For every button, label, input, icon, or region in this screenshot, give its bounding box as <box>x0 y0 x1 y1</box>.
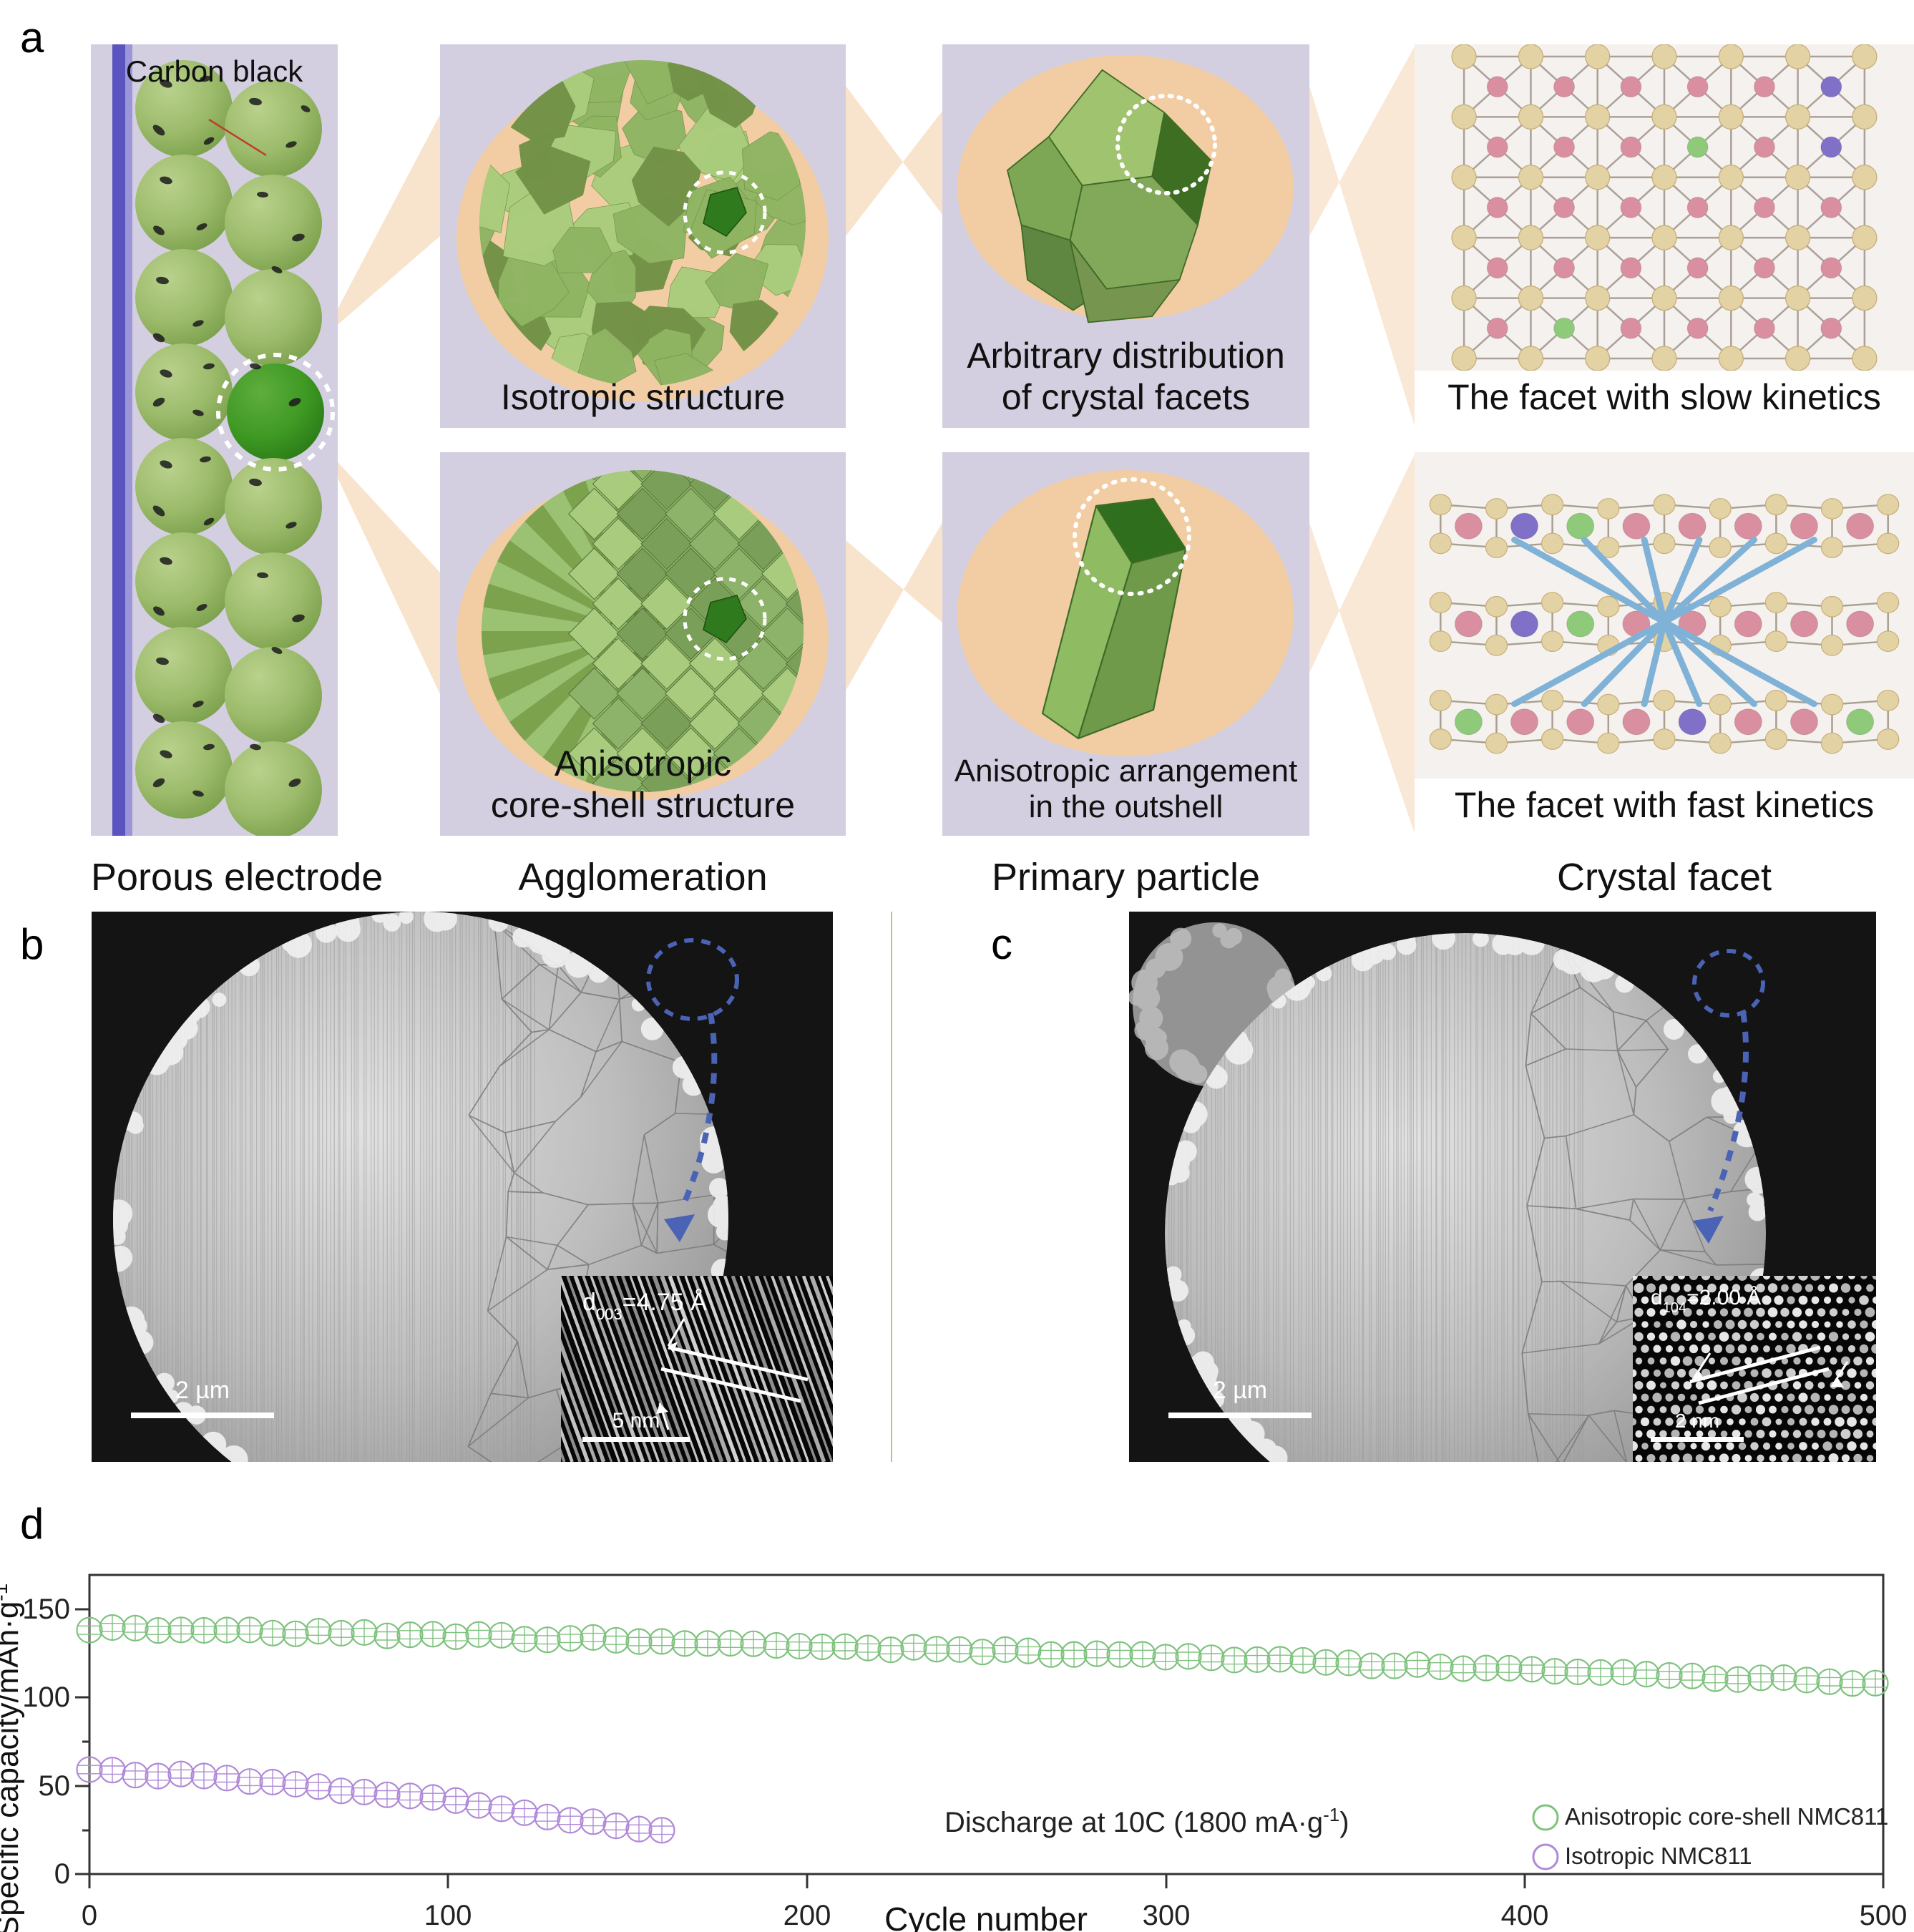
svg-text:400: 400 <box>1501 1900 1549 1931</box>
svg-text:100: 100 <box>424 1900 472 1931</box>
svg-text:Anisotropic core-shell NMC811: Anisotropic core-shell NMC811 <box>1565 1803 1888 1830</box>
svg-text:2 µm: 2 µm <box>175 1377 230 1404</box>
svg-text:Cycle number: Cycle number <box>884 1901 1088 1932</box>
svg-text:150: 150 <box>22 1594 70 1625</box>
svg-text:100: 100 <box>22 1682 70 1713</box>
svg-text:50: 50 <box>39 1770 71 1802</box>
svg-text:0: 0 <box>54 1858 70 1890</box>
svg-text:Discharge at 10C (1800 mA·g-1): Discharge at 10C (1800 mA·g-1) <box>944 1804 1349 1838</box>
svg-text:300: 300 <box>1143 1900 1191 1931</box>
svg-text:5 nm: 5 nm <box>612 1409 660 1433</box>
svg-text:2 µm: 2 µm <box>1213 1377 1267 1404</box>
svg-text:0: 0 <box>82 1900 97 1931</box>
svg-text:200: 200 <box>783 1900 831 1931</box>
svg-text:2 nm: 2 nm <box>1675 1410 1719 1432</box>
svg-text:Isotropic NMC811: Isotropic NMC811 <box>1565 1843 1752 1869</box>
svg-text:500: 500 <box>1860 1900 1908 1931</box>
svg-text:Specific capacity/mAh·g-1: Specific capacity/mAh·g-1 <box>0 1584 25 1932</box>
